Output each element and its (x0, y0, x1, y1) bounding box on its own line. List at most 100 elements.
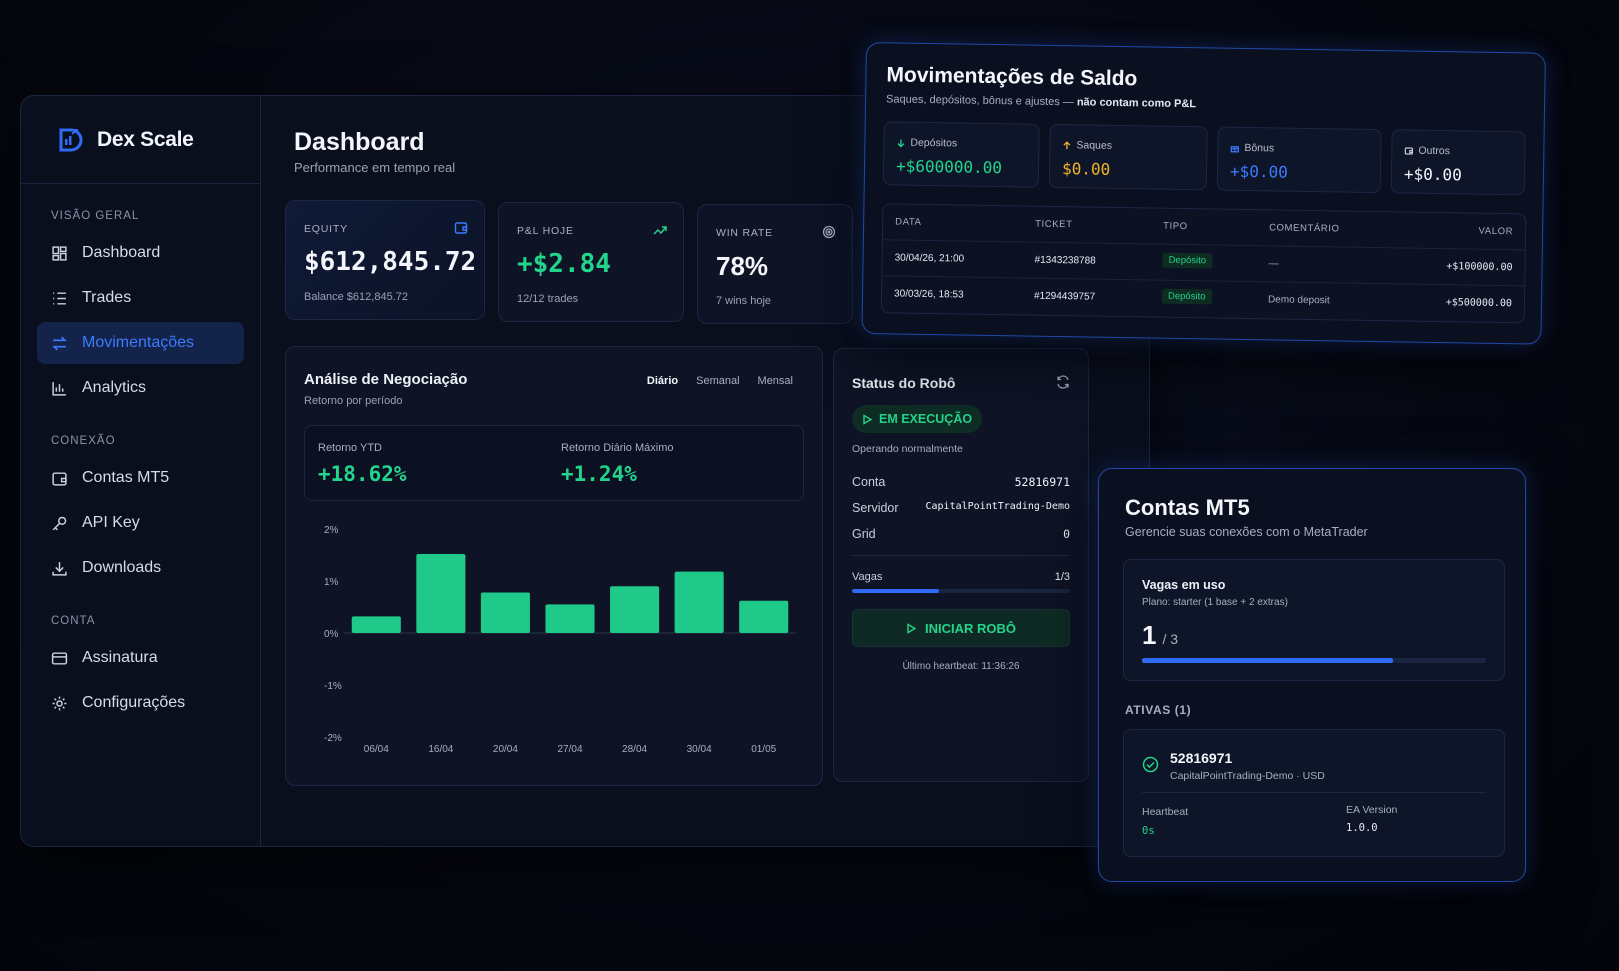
servidor-row: Servidor CapitalPointTrading-Demo (852, 501, 1070, 515)
card-bonus: Bônus +$0.00 (1216, 126, 1382, 194)
sidebar-item-label: Contas MT5 (82, 469, 170, 486)
brand[interactable]: Dex Scale (21, 96, 260, 184)
col-header-data: DATA (895, 216, 922, 228)
arrow-up-icon (1063, 140, 1071, 149)
sidebar-item-api-key[interactable]: API Key (37, 502, 244, 544)
tipo-badge: Depósito (1161, 288, 1212, 305)
sidebar-item-label: API Key (82, 514, 140, 531)
chart-bar[interactable] (480, 592, 530, 633)
grid-value: 0 (1063, 527, 1070, 541)
chart-bar[interactable] (610, 586, 660, 633)
transfer-arrows-icon (52, 336, 67, 350)
gear-icon (52, 696, 67, 710)
y-tick-label: 2% (324, 525, 339, 536)
chart-bar[interactable] (351, 616, 401, 633)
contas-subtitle: Gerencie suas conexões com o MetaTrader (1125, 525, 1368, 539)
status-sub: Operando normalmente (852, 443, 963, 455)
x-tick-label: 30/04 (687, 744, 712, 755)
tab-mensal[interactable]: Mensal (757, 375, 793, 387)
y-tick-label: -2% (324, 733, 342, 744)
cell-comentario: Demo deposit (1267, 294, 1330, 307)
page-title: Dashboard (294, 128, 425, 156)
sidebar-item-downloads[interactable]: Downloads (37, 547, 244, 589)
card-label-text: Saques (1076, 139, 1113, 152)
play-icon (863, 413, 873, 425)
vagas-label: Vagas (852, 571, 883, 583)
col-header-valor: VALOR (1478, 225, 1514, 238)
page-subtitle: Performance em tempo real (294, 160, 456, 175)
col-header-tipo: TIPO (1163, 220, 1188, 233)
sidebar-item-label: Assinatura (82, 649, 158, 666)
status-badge: EM EXECUÇÃO (852, 405, 983, 433)
cell-valor: +$500000.00 (1445, 297, 1513, 310)
x-tick-label: 06/04 (364, 744, 389, 755)
sidebar-item-analytics[interactable]: Analytics (37, 367, 244, 409)
account-server: CapitalPointTrading-Demo · USD (1170, 770, 1325, 782)
sidebar-item-dashboard[interactable]: Dashboard (37, 232, 244, 274)
conta-label: Conta (852, 475, 886, 489)
x-tick-label: 28/04 (622, 744, 647, 755)
check-circle-icon (1142, 756, 1159, 773)
sidebar-item-assinatura[interactable]: Assinatura (37, 637, 244, 679)
max-daily-label: Retorno Diário Máximo (561, 442, 674, 454)
card-outros: Outros +$0.00 (1390, 129, 1526, 196)
sidebar-item-label: Movimentações (82, 334, 195, 351)
y-tick-label: -1% (324, 681, 342, 692)
vagas-row: Vagas 1/3 (852, 571, 1070, 583)
refresh-icon[interactable] (1056, 375, 1070, 389)
tab-semanal[interactable]: Semanal (696, 375, 740, 387)
card-value: $0.00 (1061, 159, 1111, 179)
x-tick-label: 16/04 (428, 744, 453, 755)
sidebar: Dex Scale VISÃO GERAL Dashboard Trades M… (21, 96, 261, 846)
account-card[interactable]: 52816971 CapitalPointTrading-Demo · USD … (1123, 729, 1505, 857)
heartbeat-value: 0s (1142, 825, 1155, 837)
sidebar-item-contas-mt5[interactable]: Contas MT5 (37, 457, 244, 499)
ativas-heading: ATIVAS (1) (1125, 703, 1192, 717)
cell-ticket: #1343238788 (1034, 254, 1096, 267)
x-tick-label: 01/05 (751, 744, 776, 755)
vagas-usage-fill (1142, 658, 1394, 663)
vagas-count: 1 / 3 (1142, 620, 1178, 651)
credit-card-icon (51, 651, 68, 665)
sidebar-item-trades[interactable]: Trades (37, 277, 244, 319)
chart-bar[interactable] (416, 553, 466, 633)
analysis-card: Análise de Negociação Retorno por períod… (285, 346, 823, 786)
conta-value: 52816971 (1014, 475, 1070, 489)
contas-mt5-panel: Contas MT5 Gerencie suas conexões com o … (1098, 468, 1526, 882)
list-icon (53, 291, 66, 305)
vagas-total: / 3 (1162, 631, 1179, 647)
ea-version-label: EA Version (1346, 804, 1398, 816)
ytd-value: +18.62% (318, 462, 407, 486)
grid-icon (52, 245, 67, 261)
analysis-title: Análise de Negociação (304, 371, 468, 388)
grid-row: Grid 0 (852, 527, 1070, 541)
card-depositos: Depósitos +$600000.00 (882, 121, 1040, 188)
card-label: Bônus (1230, 142, 1274, 154)
wallet-icon (52, 471, 67, 486)
card-label-text: Depósitos (910, 136, 958, 150)
x-tick-label: 20/04 (493, 744, 518, 755)
sidebar-item-label: Trades (82, 289, 132, 306)
robot-title: Status do Robô (852, 375, 956, 391)
max-daily-value: +1.24% (561, 462, 637, 486)
start-robot-button[interactable]: INICIAR ROBÔ (852, 609, 1070, 647)
stat-foot: 12/12 trades (517, 293, 579, 305)
play-icon (907, 622, 917, 634)
tab-diario[interactable]: Diário (646, 375, 679, 387)
vagas-progress-fill (852, 589, 940, 593)
card-value: +$600000.00 (895, 156, 1003, 178)
card-label: Depósitos (896, 136, 957, 149)
chart-bar[interactable] (674, 571, 724, 633)
heartbeat-label: Heartbeat (1142, 806, 1189, 818)
cell-data: 30/03/26, 18:53 (893, 288, 964, 301)
brand-name: Dex Scale (97, 127, 194, 151)
x-tick-label: 27/04 (557, 744, 582, 755)
chart-bar[interactable] (545, 604, 595, 633)
sidebar-item-movimentacoes[interactable]: Movimentações (37, 322, 244, 364)
vagas-usage-progress (1142, 658, 1486, 663)
cell-data: 30/04/26, 21:00 (894, 252, 965, 265)
nav-section-conexao: CONEXÃO (51, 435, 116, 447)
chart-bar[interactable] (739, 600, 789, 633)
plano-text: Plano: starter (1 base + 2 extras) (1142, 597, 1288, 608)
sidebar-item-configuracoes[interactable]: Configurações (37, 682, 244, 724)
